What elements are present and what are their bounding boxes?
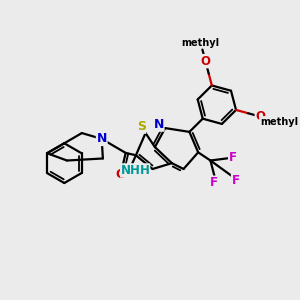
Text: O: O [116,168,126,181]
Text: methyl: methyl [260,117,298,127]
Text: NH: NH [121,164,141,177]
Text: methyl: methyl [182,38,220,47]
Text: N: N [97,132,107,146]
Text: O: O [200,55,210,68]
Text: F: F [229,152,237,164]
Text: S: S [137,120,146,133]
Text: O: O [255,110,265,123]
Text: N: N [154,118,164,131]
Text: F: F [232,174,240,187]
Text: H: H [140,164,150,177]
Text: F: F [210,176,218,189]
